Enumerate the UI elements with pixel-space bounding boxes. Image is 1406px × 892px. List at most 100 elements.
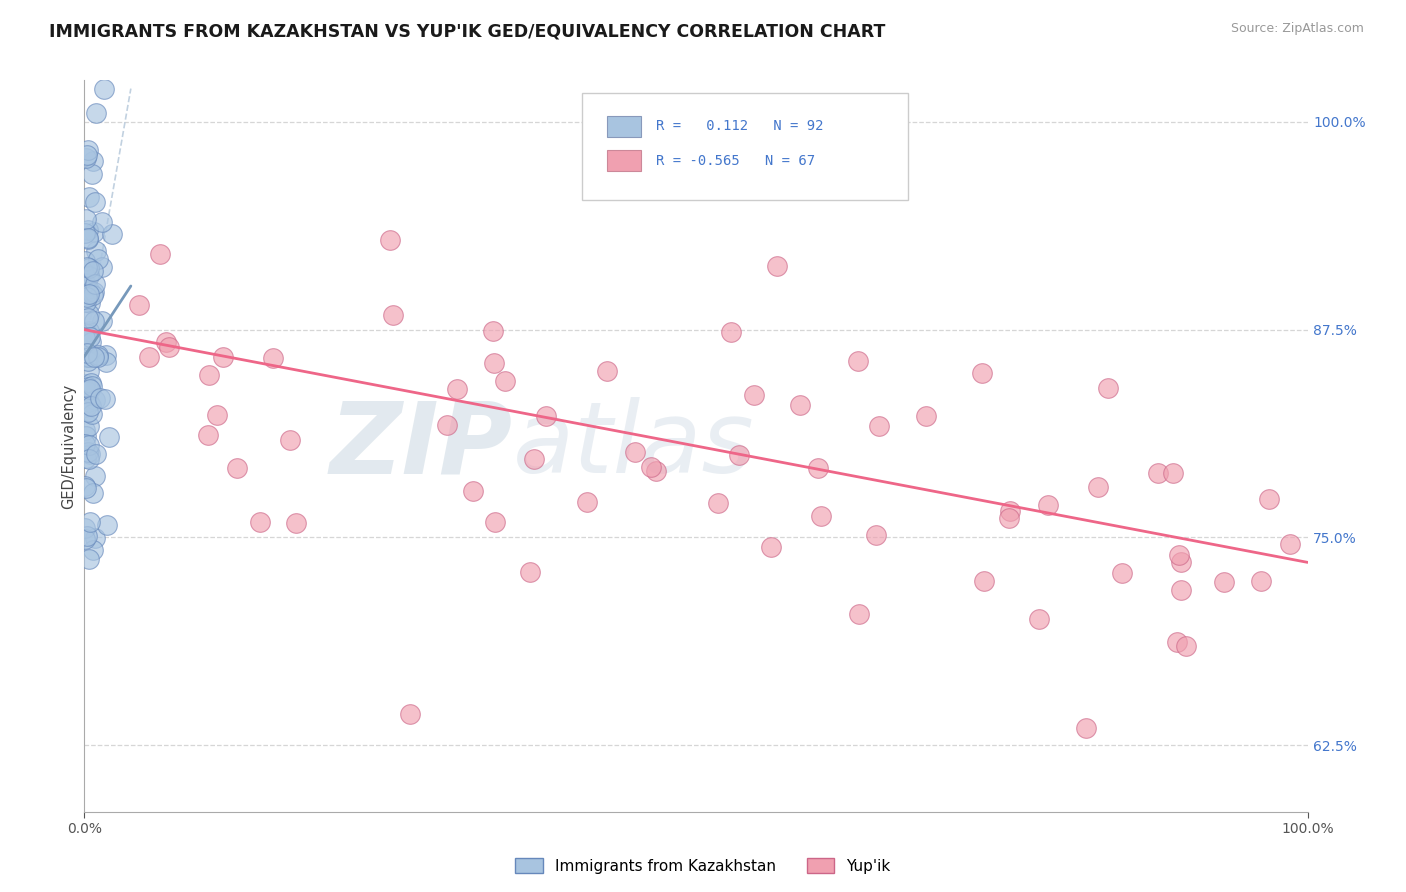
Point [79,190,101,204]
Point [77,551,100,566]
Point [280,433,302,447]
Point [197,428,219,442]
Point [1170,556,1192,570]
Point [84,277,107,291]
Point [101,227,124,242]
Point [82,486,104,500]
Point [576,495,599,509]
Point [76,326,98,341]
Point [75,226,97,240]
Point [138,350,160,364]
Point [149,247,172,261]
Point [84,447,107,461]
Point [77,438,100,452]
Point [998,504,1021,518]
Point [91,260,114,274]
Point [82,167,104,181]
Point [534,409,557,424]
Text: R =   0.112   N = 92: R = 0.112 N = 92 [655,120,823,134]
Point [83,225,105,239]
Point [742,387,765,401]
Point [84,194,107,209]
Point [76,350,98,364]
Point [77,287,100,301]
Point [75,429,97,443]
Point [1166,634,1188,648]
Point [77,325,100,339]
Point [77,350,100,364]
Point [596,363,619,377]
Text: atlas: atlas [513,398,754,494]
Point [446,382,468,396]
Point [83,392,105,407]
Point [79,330,101,344]
Point [87,348,110,362]
Point [82,288,104,302]
Point [83,350,105,364]
Point [82,543,104,558]
Point [77,282,100,296]
Point [77,260,100,275]
Text: R = -0.565   N = 67: R = -0.565 N = 67 [655,153,814,168]
Point [77,451,100,466]
Point [1170,582,1192,597]
Point [1278,537,1301,551]
Point [1147,466,1170,480]
Point [77,353,100,368]
Point [79,383,101,397]
Point [94,392,117,406]
Point [73,254,96,268]
Point [89,391,111,405]
Point [84,106,107,120]
Point [73,331,96,345]
Point [1161,466,1184,480]
Point [76,223,98,237]
Point [155,335,177,350]
Point [1168,548,1191,562]
Point [249,515,271,529]
Point [96,517,118,532]
Point [84,244,107,258]
Bar [606,116,641,136]
Point [807,460,830,475]
Point [73,276,96,290]
Point [79,364,101,378]
Point [645,464,668,478]
Point [77,268,100,283]
Point [82,154,104,169]
Point [75,521,97,535]
Text: IMMIGRANTS FROM KAZAKHSTAN VS YUP'IK GED/EQUIVALENCY CORRELATION CHART: IMMIGRANTS FROM KAZAKHSTAN VS YUP'IK GED… [49,22,886,40]
Point [197,368,219,383]
Point [97,430,120,444]
Point [79,295,101,310]
Point [75,211,97,226]
Point [915,409,938,424]
Point [205,408,228,422]
Point [75,481,97,495]
Point [285,516,308,531]
Point [77,311,100,326]
Point [461,484,484,499]
Point [436,418,458,433]
Point [846,354,869,368]
Point [1028,612,1050,626]
Point [157,340,180,354]
Point [848,607,870,621]
Point [1097,381,1119,395]
Point [1087,480,1109,494]
Point [1213,574,1236,589]
Point [76,147,98,161]
Point [83,285,105,300]
Point [640,459,662,474]
Point [91,314,114,328]
Point [79,395,101,409]
Point [225,461,247,475]
Point [73,437,96,451]
Point [77,405,100,419]
Point [998,511,1021,525]
Point [82,379,104,393]
FancyBboxPatch shape [582,93,908,200]
Point [93,81,115,95]
Point [76,384,98,399]
Point [810,508,832,523]
